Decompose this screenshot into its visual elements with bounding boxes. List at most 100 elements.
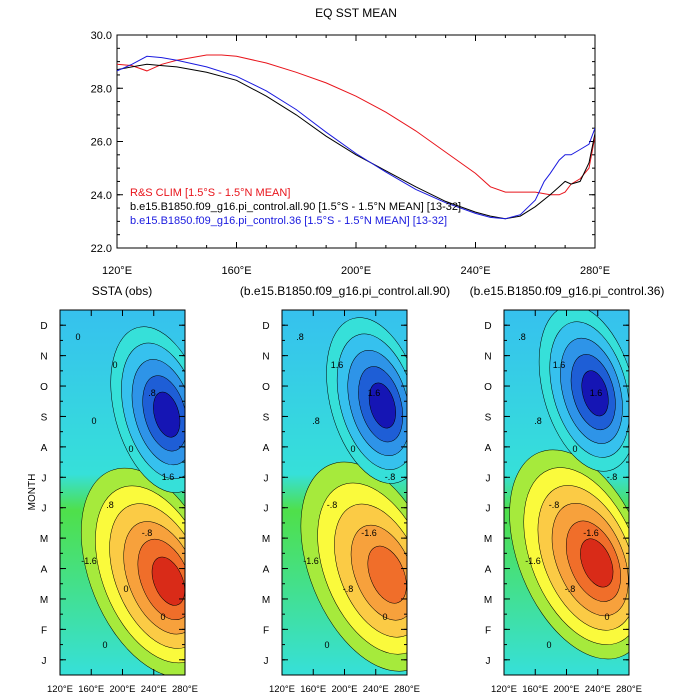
month-tick-label: J xyxy=(486,656,491,667)
month-tick-label: J xyxy=(42,504,47,515)
sst-anomaly-field: .8 1.6 1.6 .8 0 -.8 -.8 -1.6 -1.6 -.8 0 0 xyxy=(282,310,407,675)
month-tick-label: A xyxy=(41,443,48,454)
legend-entry-all-90: b.e15.B1850.f09_g16.pi_control.all.90 [1… xyxy=(130,201,461,213)
contour-label: 0 xyxy=(382,612,387,622)
month-tick-label: A xyxy=(41,565,48,576)
series-pi-36 xyxy=(117,55,595,220)
contour-label: -.8 xyxy=(565,584,576,594)
cold-contour-level xyxy=(153,391,181,438)
month-tick-label: J xyxy=(264,473,269,484)
lon-tick-label: 120°E xyxy=(269,684,295,695)
heatmap-panel-pi-36: (b.e15.B1850.f09_g16.pi_control.36) .8 1.… xyxy=(470,284,665,695)
contour-label: .8 xyxy=(312,416,320,426)
month-tick-label: J xyxy=(486,504,491,515)
contour-label: 0 xyxy=(546,640,551,650)
lon-tick-label: 160°E xyxy=(300,684,326,695)
x-tick-label: 240°E xyxy=(460,265,490,277)
month-tick-label: A xyxy=(485,565,492,576)
warm-contour-level xyxy=(151,556,185,606)
y-tick-label: 26.0 xyxy=(91,137,112,149)
lon-tick-label: 120°E xyxy=(491,684,517,695)
lon-tick-label: 160°E xyxy=(522,684,548,695)
month-tick-label: O xyxy=(262,382,270,393)
month-axis-label: MONTH xyxy=(27,474,38,511)
lon-tick-label: 240°E xyxy=(141,684,167,695)
sst-anomaly-field: 0 0 .8 0 0 1.6 .8 -.8 -1.6 0 0 0 xyxy=(60,310,185,675)
contour-label: -1.6 xyxy=(81,556,97,566)
contour-label: -.8 xyxy=(607,472,618,482)
contour-label: 1.6 xyxy=(162,472,175,482)
panel-title-obs: SSTA (obs) xyxy=(92,284,152,298)
month-tick-label: S xyxy=(263,412,270,423)
x-tick-label: 280°E xyxy=(580,265,610,277)
month-tick-label: O xyxy=(40,382,48,393)
month-tick-label: N xyxy=(484,352,491,363)
lon-tick-label: 280°E xyxy=(172,684,198,695)
contour-label: 1.6 xyxy=(368,388,381,398)
month-tick-label: J xyxy=(486,473,491,484)
month-tick-label: F xyxy=(41,625,47,636)
contour-label: .8 xyxy=(534,416,542,426)
month-tick-label: F xyxy=(485,625,491,636)
month-tick-label: M xyxy=(484,534,492,545)
lon-tick-label: 200°E xyxy=(554,684,580,695)
contour-label: -1.6 xyxy=(361,528,377,538)
contour-label: -.8 xyxy=(142,528,153,538)
lon-tick-label: 280°E xyxy=(394,684,420,695)
contour-label: 0 xyxy=(324,640,329,650)
y-tick-label: 24.0 xyxy=(91,190,112,202)
lon-tick-label: 280°E xyxy=(616,684,642,695)
lon-tick-label: 120°E xyxy=(47,684,73,695)
contour-label: 0 xyxy=(128,444,133,454)
month-tick-label: J xyxy=(264,656,269,667)
contour-label: 0 xyxy=(604,612,609,622)
contour-label: 0 xyxy=(102,640,107,650)
contour-label: 0 xyxy=(112,360,117,370)
month-tick-label: M xyxy=(40,595,48,606)
contour-label: 0 xyxy=(75,332,80,342)
contour-label: 0 xyxy=(91,416,96,426)
month-tick-label: D xyxy=(484,321,491,332)
contour-label: -.8 xyxy=(327,500,338,510)
month-tick-label: J xyxy=(264,504,269,515)
contour-label: -1.6 xyxy=(583,528,599,538)
panel-title-all-90: (b.e15.B1850.f09_g16.pi_control.all.90) xyxy=(240,284,450,298)
line-chart-series xyxy=(117,54,595,220)
x-tick-label: 200°E xyxy=(341,265,371,277)
contour-label: 0 xyxy=(123,584,128,594)
month-tick-label: J xyxy=(42,473,47,484)
contour-label: -.8 xyxy=(385,472,396,482)
month-tick-label: M xyxy=(262,534,270,545)
line-chart-title: EQ SST MEAN xyxy=(315,6,397,20)
contour-label: -.8 xyxy=(549,500,560,510)
y-tick-label: 30.0 xyxy=(91,30,112,42)
contour-label: -.8 xyxy=(343,584,354,594)
lon-tick-label: 160°E xyxy=(78,684,104,695)
cold-contour-level xyxy=(368,382,396,429)
contour-label: 0 xyxy=(350,444,355,454)
y-tick-label: 28.0 xyxy=(91,83,112,95)
contour-label: 1.6 xyxy=(590,388,603,398)
contour-label: 1.6 xyxy=(331,360,344,370)
month-tick-label: M xyxy=(484,595,492,606)
line-chart: EQ SST MEAN 22.0 24.0 26.0 28.0 30.0 120°E 160… xyxy=(91,6,610,277)
month-tick-label: S xyxy=(485,412,492,423)
panel-title-pi-36: (b.e15.B1850.f09_g16.pi_control.36) xyxy=(470,284,665,298)
month-tick-label: M xyxy=(40,534,48,545)
warm-contour-level xyxy=(580,538,614,588)
contour-label: 1.6 xyxy=(553,360,566,370)
contour-label: .8 xyxy=(106,500,114,510)
contour-label: .8 xyxy=(296,332,304,342)
heatmap-panel-obs: SSTA (obs) MONTH 0 0 .8 0 0 1.6 .8 -.8 -1.6 0 0 0 J F… xyxy=(27,284,198,695)
contour-label: .8 xyxy=(518,332,526,342)
x-tick-label: 120°E xyxy=(102,265,132,277)
contour-label: -1.6 xyxy=(303,556,319,566)
month-tick-label: N xyxy=(40,352,47,363)
legend-entry-rs-clim: R&S CLIM [1.5°S - 1.5°N MEAN] xyxy=(130,187,290,199)
month-tick-label: M xyxy=(262,595,270,606)
line-chart-legend: R&S CLIM [1.5°S - 1.5°N MEAN] b.e15.B185… xyxy=(130,187,461,227)
cold-contour-level xyxy=(581,370,609,417)
y-tick-label: 22.0 xyxy=(91,243,112,255)
line-chart-ticks: 22.0 24.0 26.0 28.0 30.0 120°E 160°E 200°E 240°E… xyxy=(91,30,610,277)
